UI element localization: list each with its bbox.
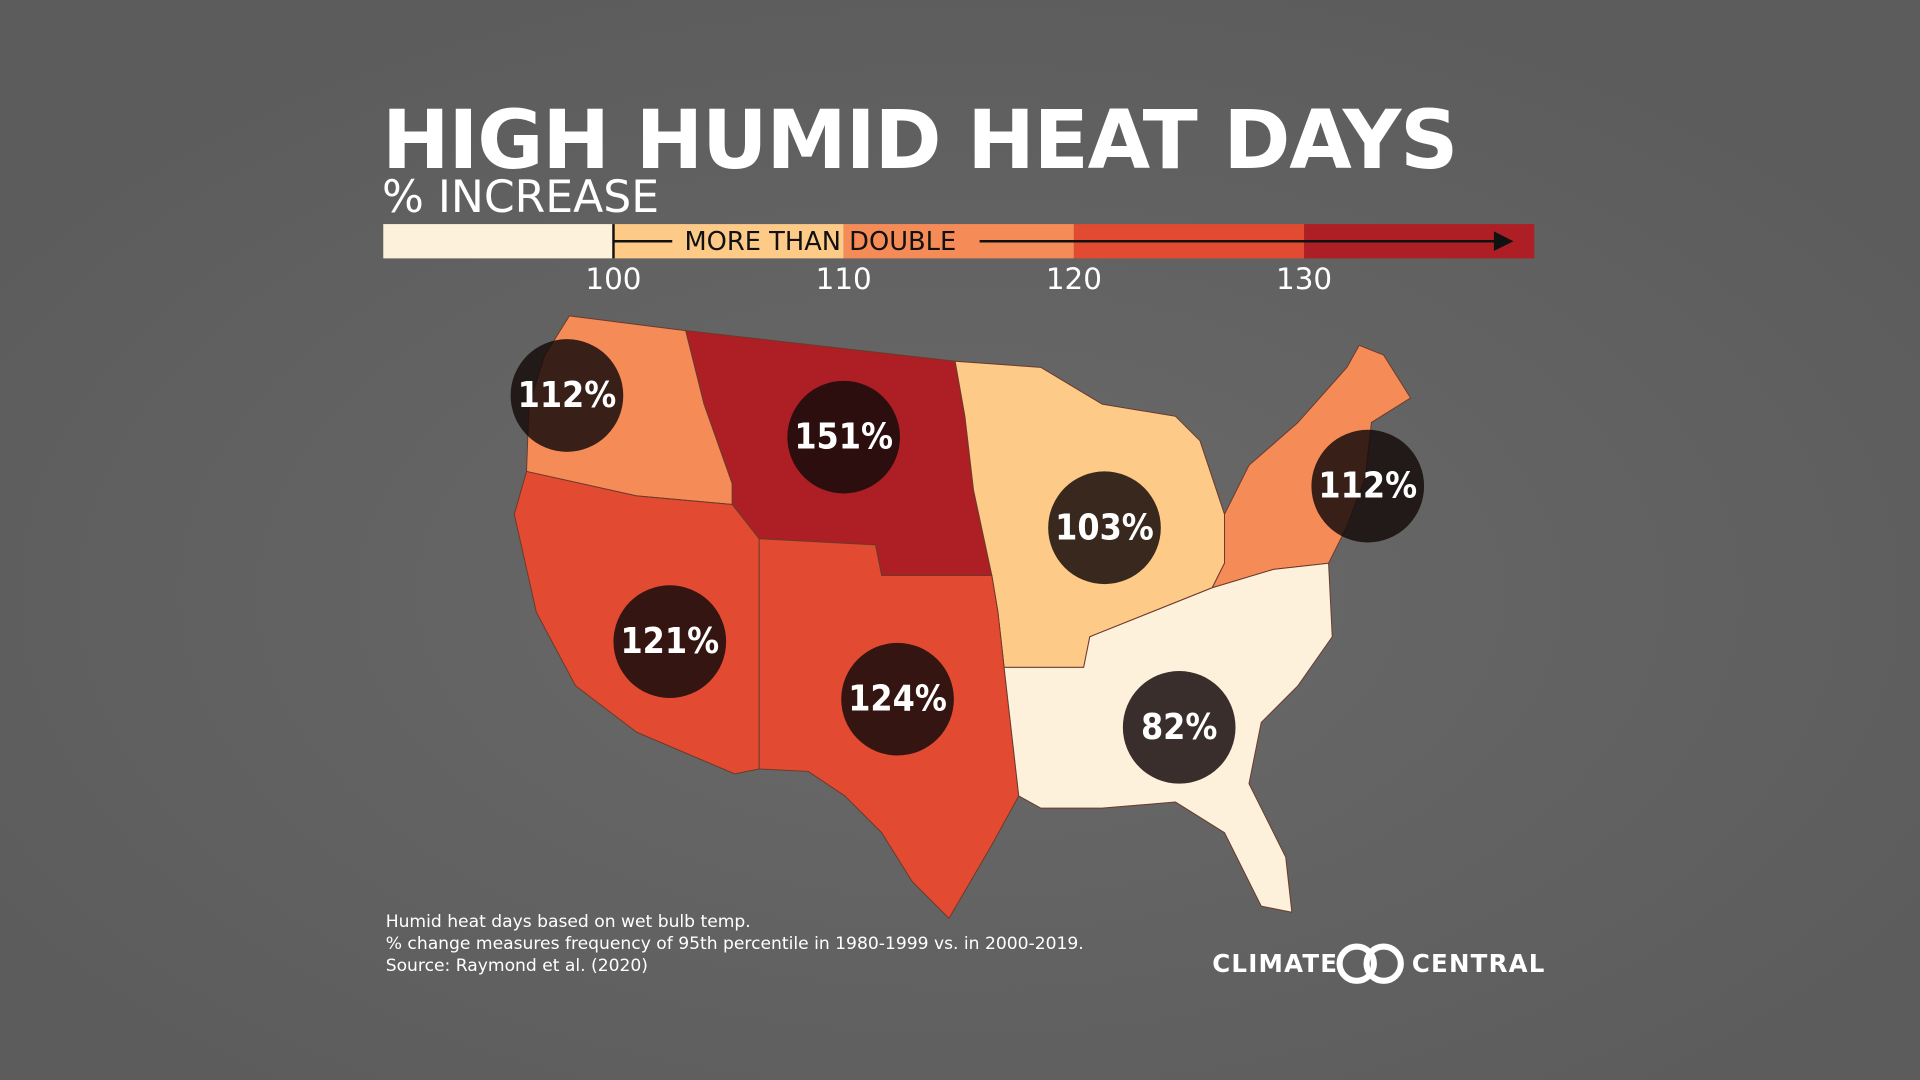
region-label: 124% [848, 679, 947, 720]
label-bubble [510, 339, 624, 452]
region-label: 112% [518, 375, 617, 416]
label-bubble [1311, 429, 1425, 543]
region-label: 82% [1141, 707, 1217, 748]
note: Humid heat days based on wet bulb temp. [386, 912, 751, 932]
label-bubble [1122, 671, 1236, 784]
legend: 100 110 120 130 MORE THAN DOUBLE [383, 224, 1535, 296]
logo-right: CENTRAL [1412, 949, 1546, 978]
region-label: 151% [794, 417, 893, 458]
label-bubble [787, 380, 900, 494]
legend-tick-label: 120 [1046, 262, 1102, 296]
legend-swatch [383, 224, 614, 259]
notes: Humid heat days based on wet bulb temp.%… [386, 912, 1084, 976]
subtitle: % INCREASE [382, 172, 659, 223]
logo-ring [1363, 943, 1404, 984]
title: HIGH HUMID HEAT DAYS [382, 94, 1457, 188]
logo-left: CLIMATE [1212, 949, 1338, 978]
arrow-label: MORE THAN DOUBLE [684, 227, 956, 257]
arrow-head [1493, 231, 1514, 252]
legend-tick-label: 110 [816, 262, 872, 296]
label-bubble [841, 642, 954, 756]
region-label: 121% [620, 621, 719, 662]
region-label: 103% [1055, 507, 1154, 548]
logo: CLIMATE CENTRAL [1212, 943, 1546, 984]
note: % change measures frequency of 95th perc… [386, 934, 1084, 954]
legend-tick-label: 100 [585, 262, 641, 296]
legend-tick-label: 130 [1276, 262, 1332, 296]
label-bubble [1048, 471, 1161, 585]
note: Source: Raymond et al. (2020) [386, 956, 648, 976]
region-label: 112% [1318, 466, 1417, 507]
region-labels: 112% 151% 103% 112% 121% 124% 82% [510, 339, 1425, 784]
label-bubble [613, 585, 727, 698]
logo-ring [1336, 943, 1377, 984]
